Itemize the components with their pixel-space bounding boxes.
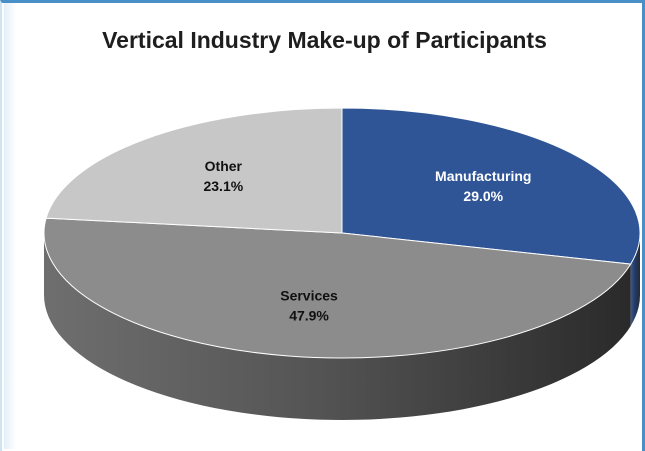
slice-label-other: Other <box>205 158 243 174</box>
pie-slice-manufacturing <box>341 107 641 265</box>
pie-chart: Manufacturing 29.0% Services 47.9% Other 23.1… <box>43 107 641 420</box>
slice-label-manufacturing: Manufacturing <box>435 168 531 184</box>
pie-side-manufacturing <box>630 233 640 327</box>
slice-value-services: 47.9% <box>289 308 329 324</box>
slice-label-services: Services <box>280 288 338 304</box>
slice-value-manufacturing: 29.0% <box>463 188 503 204</box>
pie-slice-other <box>45 107 343 234</box>
pie-side-services <box>44 233 631 420</box>
slice-value-other: 23.1% <box>203 178 243 194</box>
pie-slice-services <box>43 217 632 359</box>
chart-title: Vertical Industry Make-up of Participant… <box>102 27 547 53</box>
